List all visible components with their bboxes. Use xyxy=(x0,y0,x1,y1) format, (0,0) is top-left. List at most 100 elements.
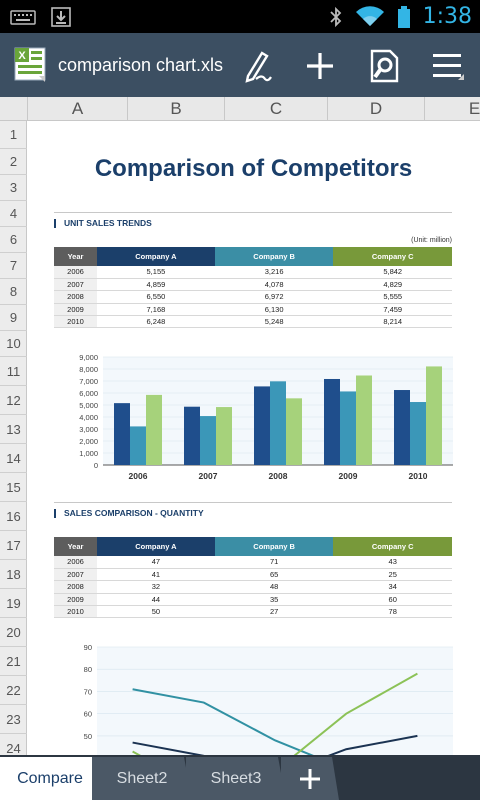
row-header-20[interactable]: 20 xyxy=(0,618,27,647)
value-cell[interactable]: 27 xyxy=(214,605,334,619)
bar-2009-s1 xyxy=(324,378,340,465)
year-cell[interactable]: 2010 xyxy=(54,315,97,329)
row-header-8[interactable]: 8 xyxy=(0,279,27,305)
table-row: 2009 44 35 60 xyxy=(54,593,452,607)
value-cell[interactable]: 47 xyxy=(97,556,215,569)
y-tick-label: 90 xyxy=(84,643,92,652)
column-header-bar: A B C D E xyxy=(0,97,480,121)
value-cell[interactable]: 71 xyxy=(214,556,334,569)
value-cell[interactable]: 7,459 xyxy=(333,303,452,317)
value-cell[interactable]: 6,130 xyxy=(214,303,334,317)
table-header-row: Year Company A Company B Company C xyxy=(54,537,452,556)
row-header-14[interactable]: 14 xyxy=(0,444,27,473)
row-header-11[interactable]: 11 xyxy=(0,357,27,386)
menu-button[interactable] xyxy=(428,47,468,85)
value-cell[interactable]: 50 xyxy=(97,605,215,619)
value-cell[interactable]: 5,248 xyxy=(214,315,334,329)
column-heading: Company A xyxy=(97,537,215,556)
column-header-a[interactable]: A xyxy=(27,97,127,121)
row-header-19[interactable]: 19 xyxy=(0,589,27,618)
row-header-2[interactable]: 2 xyxy=(0,149,27,175)
tab-compare[interactable]: Compare xyxy=(0,757,100,800)
value-cell[interactable]: 65 xyxy=(214,568,334,582)
value-cell[interactable]: 3,216 xyxy=(214,266,334,279)
year-cell[interactable]: 2008 xyxy=(54,290,97,304)
status-bar: 1:38 xyxy=(0,0,480,33)
value-cell[interactable]: 41 xyxy=(97,568,215,582)
row-header-3[interactable]: 3 xyxy=(0,175,27,201)
column-heading: Company C xyxy=(333,247,452,266)
row-header-23[interactable]: 23 xyxy=(0,705,27,734)
column-header-e[interactable]: E xyxy=(424,97,480,121)
row-header-22[interactable]: 22 xyxy=(0,676,27,705)
document-title: comparison chart.xls xyxy=(58,55,224,75)
row-header-15[interactable]: 15 xyxy=(0,473,27,502)
row-header-21[interactable]: 21 xyxy=(0,647,27,676)
row-header-18[interactable]: 18 xyxy=(0,560,27,589)
year-cell[interactable]: 2008 xyxy=(54,580,97,594)
row-header-4[interactable]: 4 xyxy=(0,201,27,227)
series-line-3 xyxy=(132,672,418,755)
year-cell[interactable]: 2010 xyxy=(54,605,97,619)
add-sheet-button[interactable] xyxy=(281,757,339,800)
row-header-6[interactable]: 6 xyxy=(0,227,27,253)
year-cell[interactable]: 2006 xyxy=(54,266,97,279)
value-cell[interactable]: 44 xyxy=(97,593,215,607)
value-cell[interactable]: 6,248 xyxy=(97,315,215,329)
y-tick-label: 70 xyxy=(84,687,92,696)
add-button[interactable] xyxy=(300,47,340,85)
column-heading: Company C xyxy=(333,537,452,556)
value-cell[interactable]: 32 xyxy=(97,580,215,594)
value-cell[interactable]: 6,972 xyxy=(214,290,334,304)
row-header-13[interactable]: 13 xyxy=(0,415,27,444)
value-cell[interactable]: 43 xyxy=(333,556,452,569)
corner-cell[interactable] xyxy=(0,97,27,121)
value-cell[interactable]: 8,214 xyxy=(333,315,452,329)
row-header-7[interactable]: 7 xyxy=(0,253,27,279)
column-heading: Company A xyxy=(97,247,215,266)
y-tick-label: 5,000 xyxy=(79,401,98,410)
tab-sheet3[interactable]: Sheet3 xyxy=(186,757,286,800)
spreadsheet-view[interactable]: A B C D E 1 2 3 4 6 7 8 9 10 11 12 13 14 15 16 17 18 19 20… xyxy=(0,97,480,755)
sheet-content[interactable]: Comparison of Competitors UNIT SALES TRE… xyxy=(27,121,480,755)
value-cell[interactable]: 5,842 xyxy=(333,266,452,279)
value-cell[interactable]: 25 xyxy=(333,568,452,582)
bar-2008-s3 xyxy=(286,398,302,465)
value-cell[interactable]: 5,155 xyxy=(97,266,215,279)
row-header-1[interactable]: 1 xyxy=(0,121,27,149)
tools-button[interactable] xyxy=(364,47,404,85)
excel-file-icon[interactable]: X xyxy=(13,46,47,82)
year-cell[interactable]: 2007 xyxy=(54,568,97,582)
row-header-12[interactable]: 12 xyxy=(0,386,27,415)
bar-2010-s1 xyxy=(394,390,410,465)
year-cell[interactable]: 2006 xyxy=(54,556,97,569)
year-cell[interactable]: 2009 xyxy=(54,593,97,607)
value-cell[interactable]: 4,829 xyxy=(333,278,452,292)
row-header-10[interactable]: 10 xyxy=(0,331,27,357)
value-cell[interactable]: 60 xyxy=(333,593,452,607)
table-row: 2010 50 27 78 xyxy=(54,605,452,619)
value-cell[interactable]: 6,550 xyxy=(97,290,215,304)
tab-sheet2[interactable]: Sheet2 xyxy=(92,757,192,800)
value-cell[interactable]: 78 xyxy=(333,605,452,619)
value-cell[interactable]: 7,168 xyxy=(97,303,215,317)
row-header-24[interactable]: 24 xyxy=(0,734,27,755)
year-cell[interactable]: 2007 xyxy=(54,278,97,292)
value-cell[interactable]: 5,555 xyxy=(333,290,452,304)
column-header-d[interactable]: D xyxy=(327,97,424,121)
pen-button[interactable] xyxy=(236,47,276,85)
table-header-row: Year Company A Company B Company C xyxy=(54,247,452,266)
column-header-c[interactable]: C xyxy=(224,97,327,121)
column-header-b[interactable]: B xyxy=(127,97,224,121)
value-cell[interactable]: 4,859 xyxy=(97,278,215,292)
keyboard-icon xyxy=(10,10,36,25)
value-cell[interactable]: 48 xyxy=(214,580,334,594)
row-header-16[interactable]: 16 xyxy=(0,502,27,531)
value-cell[interactable]: 34 xyxy=(333,580,452,594)
value-cell[interactable]: 4,078 xyxy=(214,278,334,292)
value-cell[interactable]: 35 xyxy=(214,593,334,607)
year-cell[interactable]: 2009 xyxy=(54,303,97,317)
row-header-9[interactable]: 9 xyxy=(0,305,27,331)
y-tick-label: 1,000 xyxy=(79,449,98,458)
row-header-17[interactable]: 17 xyxy=(0,531,27,560)
